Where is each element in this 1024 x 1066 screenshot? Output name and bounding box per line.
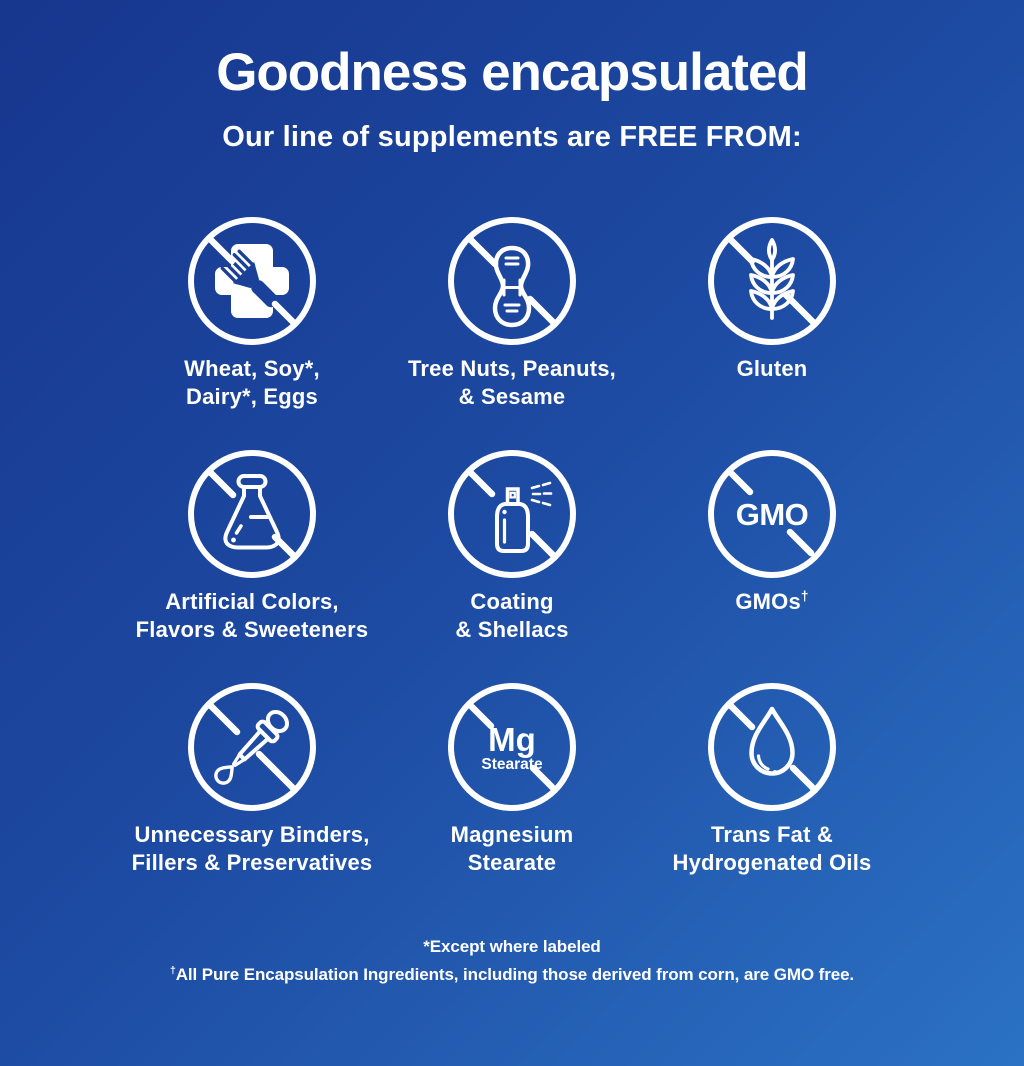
grid-item-magnesium-stearate: Mg Stearate Magnesium Stearate: [382, 680, 642, 877]
medical-cross-with-fork-cutout: [215, 244, 289, 318]
prohibition-slash: [468, 703, 556, 791]
item-label: Unnecessary Binders, Fillers & Preservat…: [131, 822, 373, 875]
no-trans-fat-icon: [708, 683, 836, 811]
prohibition-circle: [708, 217, 836, 345]
footnotes: *Except where labeled †All Pure Encapsul…: [0, 933, 1024, 989]
grid-item-coating: Coating & Shellacs: [382, 447, 642, 644]
prohibition-slash: [206, 468, 298, 560]
prohibition-slash: [728, 470, 815, 557]
prohibition-slash: [206, 235, 298, 327]
no-wheat-soy-dairy-eggs-icon: [188, 217, 316, 345]
dagger-superscript: †: [169, 964, 176, 977]
footnote-gmo-free: †All Pure Encapsulation Ingredients, inc…: [169, 964, 855, 984]
no-magnesium-stearate-icon: Mg Stearate: [448, 683, 576, 811]
item-label: Gluten: [736, 356, 808, 381]
grid-item-gmos: GMO GMOs†: [642, 447, 902, 644]
page-subtitle: Our line of supplements are FREE FROM:: [222, 121, 802, 153]
grid-item-trans-fat: Trans Fat & Hydrogenated Oils: [642, 680, 902, 877]
grid-item-wheat-soy-dairy-eggs: Wheat, Soy*, Dairy*, Eggs: [122, 214, 382, 411]
prohibition-circle: [448, 450, 576, 578]
grid-item-tree-nuts: Tree Nuts, Peanuts, & Sesame: [382, 214, 642, 411]
prohibition-circle: [188, 217, 316, 345]
wheat-stalk-glyph: [749, 238, 795, 320]
item-label: GMOs†: [735, 588, 809, 614]
item-label: Coating & Shellacs: [455, 589, 569, 642]
no-tree-nuts-peanuts-sesame-icon: [448, 217, 576, 345]
no-binders-fillers-icon: [188, 683, 316, 811]
no-gmo-icon: GMO: [708, 450, 836, 578]
prohibition-slash: [466, 468, 558, 560]
mg-icon-text: Mg: [488, 721, 536, 758]
oil-droplet-glyph: [749, 706, 795, 776]
stearate-icon-text: Stearate: [481, 756, 543, 773]
prohibition-slash: [466, 235, 558, 327]
grid-item-artificial-colors: Artificial Colors, Flavors & Sweeteners: [122, 447, 382, 644]
dropper-glyph: [214, 709, 290, 785]
no-gluten-icon: [708, 217, 836, 345]
header: Goodness encapsulated Our line of supple…: [0, 42, 1024, 156]
spray-can-glyph: [495, 481, 553, 553]
prohibition-circle: [188, 450, 316, 578]
free-from-grid: Wheat, Soy*, Dairy*, Eggs Tree Nuts, Pea…: [0, 214, 1024, 877]
prohibition-circle: [448, 683, 576, 811]
prohibition-circle: [708, 450, 836, 578]
item-label: Tree Nuts, Peanuts, & Sesame: [408, 356, 616, 409]
flask-glyph: [223, 474, 281, 550]
item-label: Wheat, Soy*, Dairy*, Eggs: [184, 356, 320, 409]
gmo-icon-text: GMO: [736, 497, 809, 532]
prohibition-circle: [708, 683, 836, 811]
prohibition-circle: [188, 683, 316, 811]
no-coating-shellacs-icon: [448, 450, 576, 578]
item-label: Artificial Colors, Flavors & Sweeteners: [135, 589, 369, 642]
grid-item-binders: Unnecessary Binders, Fillers & Preservat…: [122, 680, 382, 877]
peanut-glyph: [492, 245, 532, 328]
no-artificial-colors-icon: [188, 450, 316, 578]
grid-item-gluten: Gluten: [642, 214, 902, 411]
footnote-except-where-labeled: *Except where labeled: [423, 937, 601, 956]
page-title: Goodness encapsulated: [216, 43, 809, 102]
prohibition-slash: [726, 701, 819, 794]
item-label: Trans Fat & Hydrogenated Oils: [672, 822, 872, 875]
prohibition-circle: [448, 217, 576, 345]
dagger-superscript: †: [800, 588, 809, 604]
item-label: Magnesium Stearate: [450, 822, 574, 875]
prohibition-slash: [206, 701, 298, 793]
